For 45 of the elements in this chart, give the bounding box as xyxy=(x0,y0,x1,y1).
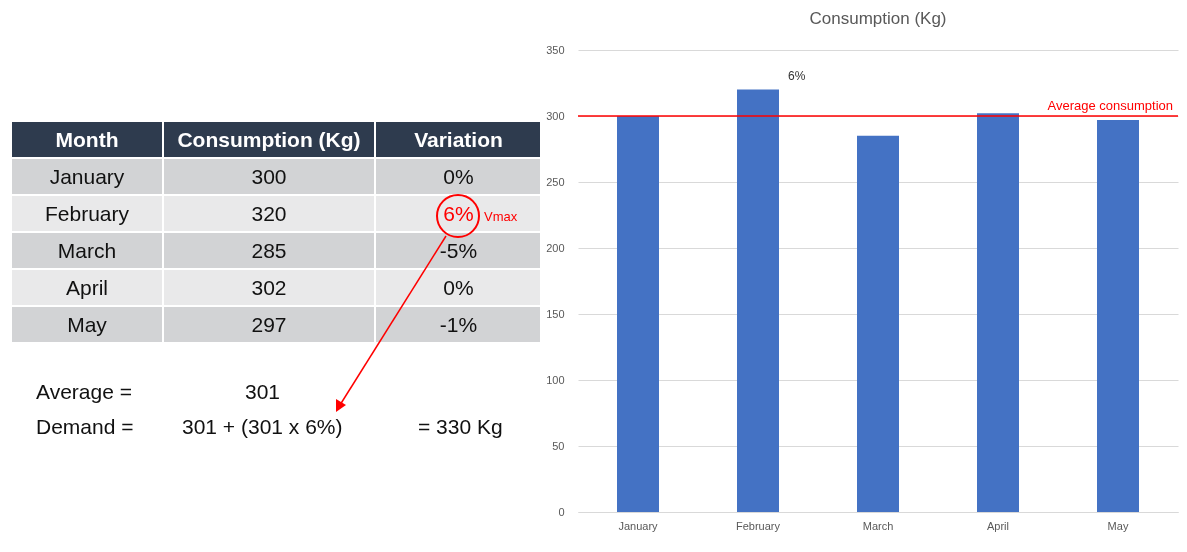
y-tick-label: 50 xyxy=(552,439,565,452)
text: Vmax xyxy=(484,209,518,224)
bar xyxy=(617,116,659,512)
text: -1% xyxy=(376,307,541,342)
text: -5% xyxy=(376,233,541,268)
ref-line-label: Average consumption xyxy=(1047,98,1173,113)
bar xyxy=(1097,119,1139,512)
x-tick-label: April xyxy=(986,519,1010,532)
text: Month xyxy=(12,122,162,157)
x-tick-label: May xyxy=(1107,519,1129,532)
text: 297 xyxy=(164,307,374,342)
bar xyxy=(977,113,1019,512)
text: January xyxy=(12,159,162,194)
text: 320 xyxy=(164,196,374,231)
text: Variation xyxy=(376,122,541,157)
text: March xyxy=(12,233,162,268)
text: 0% xyxy=(376,159,541,194)
x-tick-label: February xyxy=(735,519,781,532)
bar xyxy=(857,135,899,512)
y-tick-label: 200 xyxy=(546,241,565,254)
text: 285 xyxy=(164,233,374,268)
text: Consumption (Kg) xyxy=(164,122,374,157)
text: 301 + (301 x 6%) xyxy=(182,415,343,439)
text: 0% xyxy=(376,270,541,305)
y-tick-label: 250 xyxy=(546,175,565,188)
text: 302 xyxy=(164,270,374,305)
y-tick-label: 150 xyxy=(546,307,565,320)
text: Demand = xyxy=(36,415,134,439)
text: 300 xyxy=(164,159,374,194)
text: May xyxy=(12,307,162,342)
text: April xyxy=(12,270,162,305)
y-tick-label: 0 xyxy=(558,505,565,518)
text: 6% xyxy=(443,202,474,225)
chart-title: Consumption (Kg) xyxy=(809,9,947,28)
y-tick-label: 100 xyxy=(546,373,565,386)
text: February xyxy=(12,196,162,231)
y-tick-label: 300 xyxy=(546,109,565,122)
text: 301 xyxy=(245,380,281,404)
text: = 330 Kg xyxy=(418,415,503,439)
text: Average = xyxy=(36,380,132,404)
x-tick-label: March xyxy=(862,519,894,532)
y-tick-label: 350 xyxy=(546,43,565,56)
annotation: 6% xyxy=(788,68,806,83)
bar xyxy=(737,89,779,512)
x-tick-label: January xyxy=(618,519,659,532)
